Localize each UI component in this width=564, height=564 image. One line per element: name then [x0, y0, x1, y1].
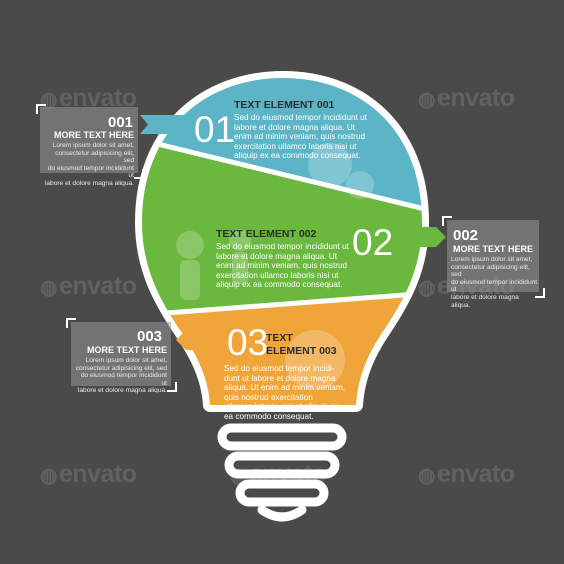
watermark: ◍envato: [40, 272, 137, 300]
tab-003-arrow: [176, 330, 230, 350]
info-box-001-body: Lorem ipsum dolor sit amet, consectetur …: [44, 142, 134, 187]
info-box-003-number: 003: [137, 328, 163, 345]
segment-2-body: Sed do eiusmod tempor incididunt ut labo…: [216, 242, 349, 290]
decor-silhouettes: [176, 143, 374, 390]
info-box-002: 002 MORE TEXT HERE Lorem ipsum dolor sit…: [447, 220, 539, 309]
info-box-003-subtitle: MORE TEXT HERE: [87, 345, 168, 355]
corner-bracket: [442, 216, 452, 226]
info-box-002-number: 002: [453, 227, 479, 244]
corner-bracket: [535, 288, 545, 298]
info-box-001: 001 MORE TEXT HERE Lorem ipsum dolor sit…: [40, 107, 138, 187]
info-box-002-subtitle: MORE TEXT HERE: [453, 244, 534, 254]
watermark: ◍envato: [418, 460, 515, 488]
separator-1: [142, 127, 422, 223]
segment-3-title: TEXT ELEMENT 003: [266, 332, 337, 357]
segment-2-fill: [142, 130, 422, 318]
corner-bracket: [134, 169, 144, 179]
watermark: ◍envato: [40, 460, 137, 488]
segment-3-number: 03: [227, 322, 269, 363]
corner-bracket: [66, 318, 76, 328]
tab-002-arrow: [395, 227, 446, 247]
segment-1-number: 01: [194, 109, 236, 150]
info-box-001-number: 001: [108, 114, 134, 131]
info-box-001-subtitle: MORE TEXT HERE: [54, 130, 135, 140]
segment-2-number: 02: [352, 222, 394, 263]
bulb-base: [217, 423, 347, 522]
segment-1-body: Sed do eiusmod tempor incididunt ut labo…: [234, 113, 367, 161]
info-box-003: 003 MORE TEXT HERE Lorem ipsum dolor sit…: [71, 322, 171, 394]
watermark: ◍envato: [418, 84, 515, 112]
segment-2-title: TEXT ELEMENT 002: [216, 228, 317, 240]
info-box-003-body: Lorem ipsum dolor sit amet, consectetur …: [75, 357, 167, 395]
corner-bracket: [167, 382, 177, 392]
corner-bracket: [36, 104, 46, 114]
segment-1-title: TEXT ELEMENT 001: [234, 99, 335, 111]
tab-001-arrow: [140, 115, 190, 134]
info-box-002-body: Lorem ipsum dolor sit amet, consectetur …: [451, 256, 538, 309]
watermark: ◍envato: [230, 460, 327, 488]
segment-3-body: Sed do eiusmod tempor incidi- dunt ut la…: [224, 364, 346, 421]
